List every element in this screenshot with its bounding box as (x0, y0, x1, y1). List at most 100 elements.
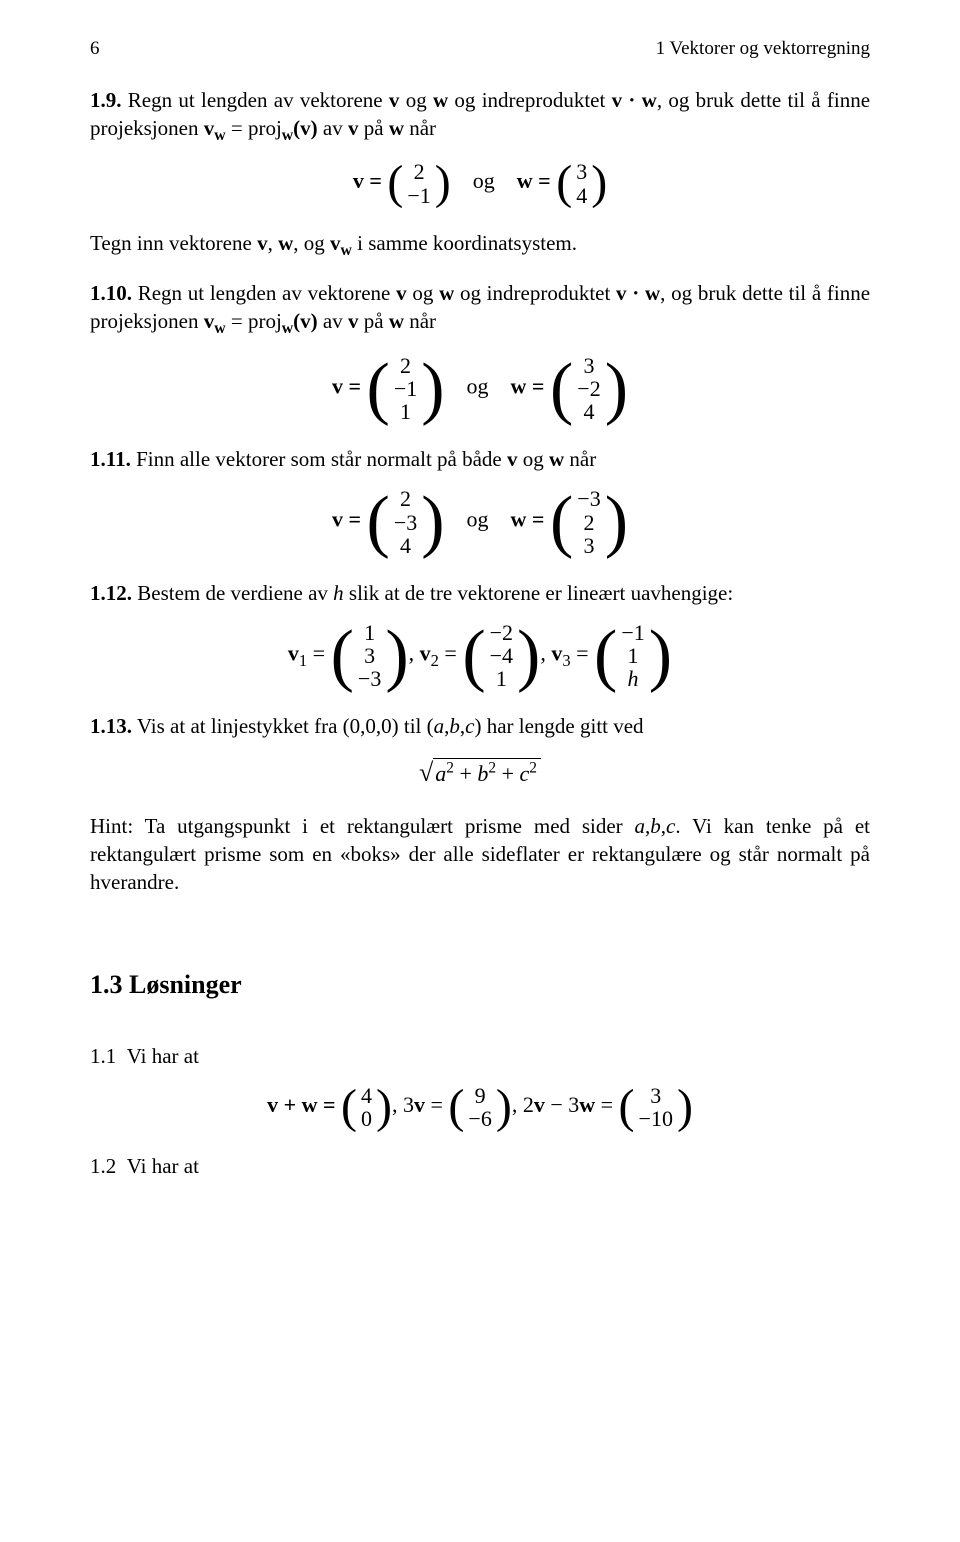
vec-entry: 0 (361, 1107, 372, 1130)
vec-entry: 3 (364, 644, 375, 667)
vec-entry: 4 (584, 400, 595, 423)
vector-w: ( −3 2 3 ) (550, 487, 628, 556)
text: Tegn inn vektorene (90, 231, 257, 255)
problem-1-12: 1.12. Bestem de verdiene av h slik at de… (90, 579, 870, 607)
vec-entry: −3 (394, 511, 417, 534)
label-og: og (467, 507, 489, 532)
comma: , (392, 1092, 403, 1117)
paren-left-icon: ( (448, 1087, 464, 1128)
problem-1-9: 1.9. Regn ut lengden av vektorene v og w… (90, 86, 870, 147)
text: Bestem de verdiene av (137, 581, 333, 605)
text: = (571, 641, 594, 666)
vec-entry: 2 (414, 160, 425, 183)
symbol-w: w (433, 88, 448, 112)
equation-sol-1-1: v + w = ( 4 0 ) , 3v = ( 9 −6 ) , 2v − 3… (90, 1084, 870, 1130)
paren-right-icon: ) (591, 163, 607, 204)
subscript-w: w (214, 127, 225, 144)
vector-w: ( 3 −2 4 ) (550, 354, 628, 423)
label-w-eq: w = (511, 507, 545, 532)
paren-left-icon: ( (594, 627, 617, 684)
text: Vi har at (127, 1044, 199, 1068)
comma: , (409, 641, 420, 666)
paren-left-icon: ( (462, 627, 485, 684)
paren-right-icon: ) (496, 1087, 512, 1128)
text: = (307, 641, 330, 666)
subscript-2: 2 (431, 651, 439, 670)
text: når (564, 447, 596, 471)
paren-right-icon: ) (421, 493, 444, 550)
paren-left-icon: ( (367, 360, 390, 417)
vec-entry: −10 (639, 1107, 673, 1130)
sqrt-body: a2 + b2 + c2 (433, 758, 541, 786)
paren-v: (v) (293, 116, 318, 140)
paren-left-icon: ( (556, 163, 572, 204)
comma: , (540, 641, 551, 666)
paren-left-icon: ( (331, 627, 354, 684)
problem-number: 1.12. (90, 581, 132, 605)
label-w-eq: w = (517, 169, 551, 194)
symbol-a: a (434, 714, 445, 738)
solution-number: 1.1 (90, 1044, 116, 1068)
problem-number: 1.11. (90, 447, 131, 471)
problem-1-13: 1.13. Vis at at linjestykket fra (0,0,0)… (90, 712, 870, 740)
symbol-b: b (477, 761, 488, 786)
equation-1-10: v = ( 2 −1 1 ) og w = ( 3 −2 4 ) (90, 354, 870, 423)
text: Finn alle vektorer som står normalt på b… (136, 447, 507, 471)
label-og: og (473, 169, 495, 194)
vec-entry: −2 (577, 377, 600, 400)
text: i samme koordinatsystem. (352, 231, 577, 255)
text: = proj (226, 116, 282, 140)
text: Vis at at linjestykket fra (0,0,0) til ( (137, 714, 434, 738)
vector-v1: ( 1 3 −3 ) (331, 621, 409, 690)
subscript-3: 3 (562, 651, 570, 670)
paren-right-icon: ) (649, 627, 672, 684)
vec-entry: 9 (475, 1084, 486, 1107)
symbol-v1: v (288, 641, 299, 666)
vector-v: ( 2 −3 4 ) (367, 487, 445, 556)
text: = (439, 641, 462, 666)
paren-right-icon: ) (435, 163, 451, 204)
page: 6 1 Vektorer og vektorregning 1.9. Regn … (0, 0, 960, 1542)
symbol-v: v (396, 281, 407, 305)
vec-entry: 1 (496, 667, 507, 690)
subscript-1: 1 (299, 651, 307, 670)
vec-entry: 1 (628, 644, 639, 667)
vector-v: ( 2 −1 1 ) (367, 354, 445, 423)
symbol-v: v (389, 88, 400, 112)
text: og (407, 281, 439, 305)
vector-diff: ( 3 −10 ) (619, 1084, 693, 1130)
symbol-v: v (348, 116, 359, 140)
vec-entry: 4 (400, 534, 411, 557)
page-header: 6 1 Vektorer og vektorregning (90, 36, 870, 62)
vector-v3: ( −1 1 h ) (594, 621, 672, 690)
subscript-w: w (340, 242, 351, 259)
text: på (358, 116, 388, 140)
problem-1-9-tail: Tegn inn vektorene v, w, og vw i samme k… (90, 229, 870, 261)
symbol-v: v (330, 231, 341, 255)
vec-entry: 4 (361, 1084, 372, 1107)
text: ) har lengde gitt ved (474, 714, 643, 738)
vec-entry: −6 (468, 1107, 491, 1130)
vector-3v: ( 9 −6 ) (448, 1084, 511, 1130)
vec-entry: −1 (394, 377, 417, 400)
text: og indreproduktet (454, 281, 616, 305)
text: og (399, 88, 433, 112)
paren-right-icon: ) (605, 360, 628, 417)
symbol-v: v (204, 309, 215, 333)
subscript-w: w (214, 321, 225, 338)
label-3v: 3v = (403, 1092, 448, 1117)
vec-entry: 3 (650, 1084, 661, 1107)
text: når (404, 309, 436, 333)
symbol-a: a (435, 761, 446, 786)
label-og: og (467, 374, 489, 399)
vec-entry: 2 (400, 354, 411, 377)
text: Hint: Ta utgangspunkt i et rektangulært … (90, 814, 635, 838)
label-v-eq: v = (332, 507, 361, 532)
text: Regn ut lengden av vektorene (128, 88, 389, 112)
vec-entry: −1 (407, 184, 430, 207)
symbol-c: c (666, 814, 675, 838)
text: slik at de tre vektorene er lineært uavh… (344, 581, 734, 605)
problem-1-13-hint: Hint: Ta utgangspunkt i et rektangulært … (90, 812, 870, 897)
vec-entry: 3 (576, 160, 587, 183)
problem-number: 1.9. (90, 88, 122, 112)
